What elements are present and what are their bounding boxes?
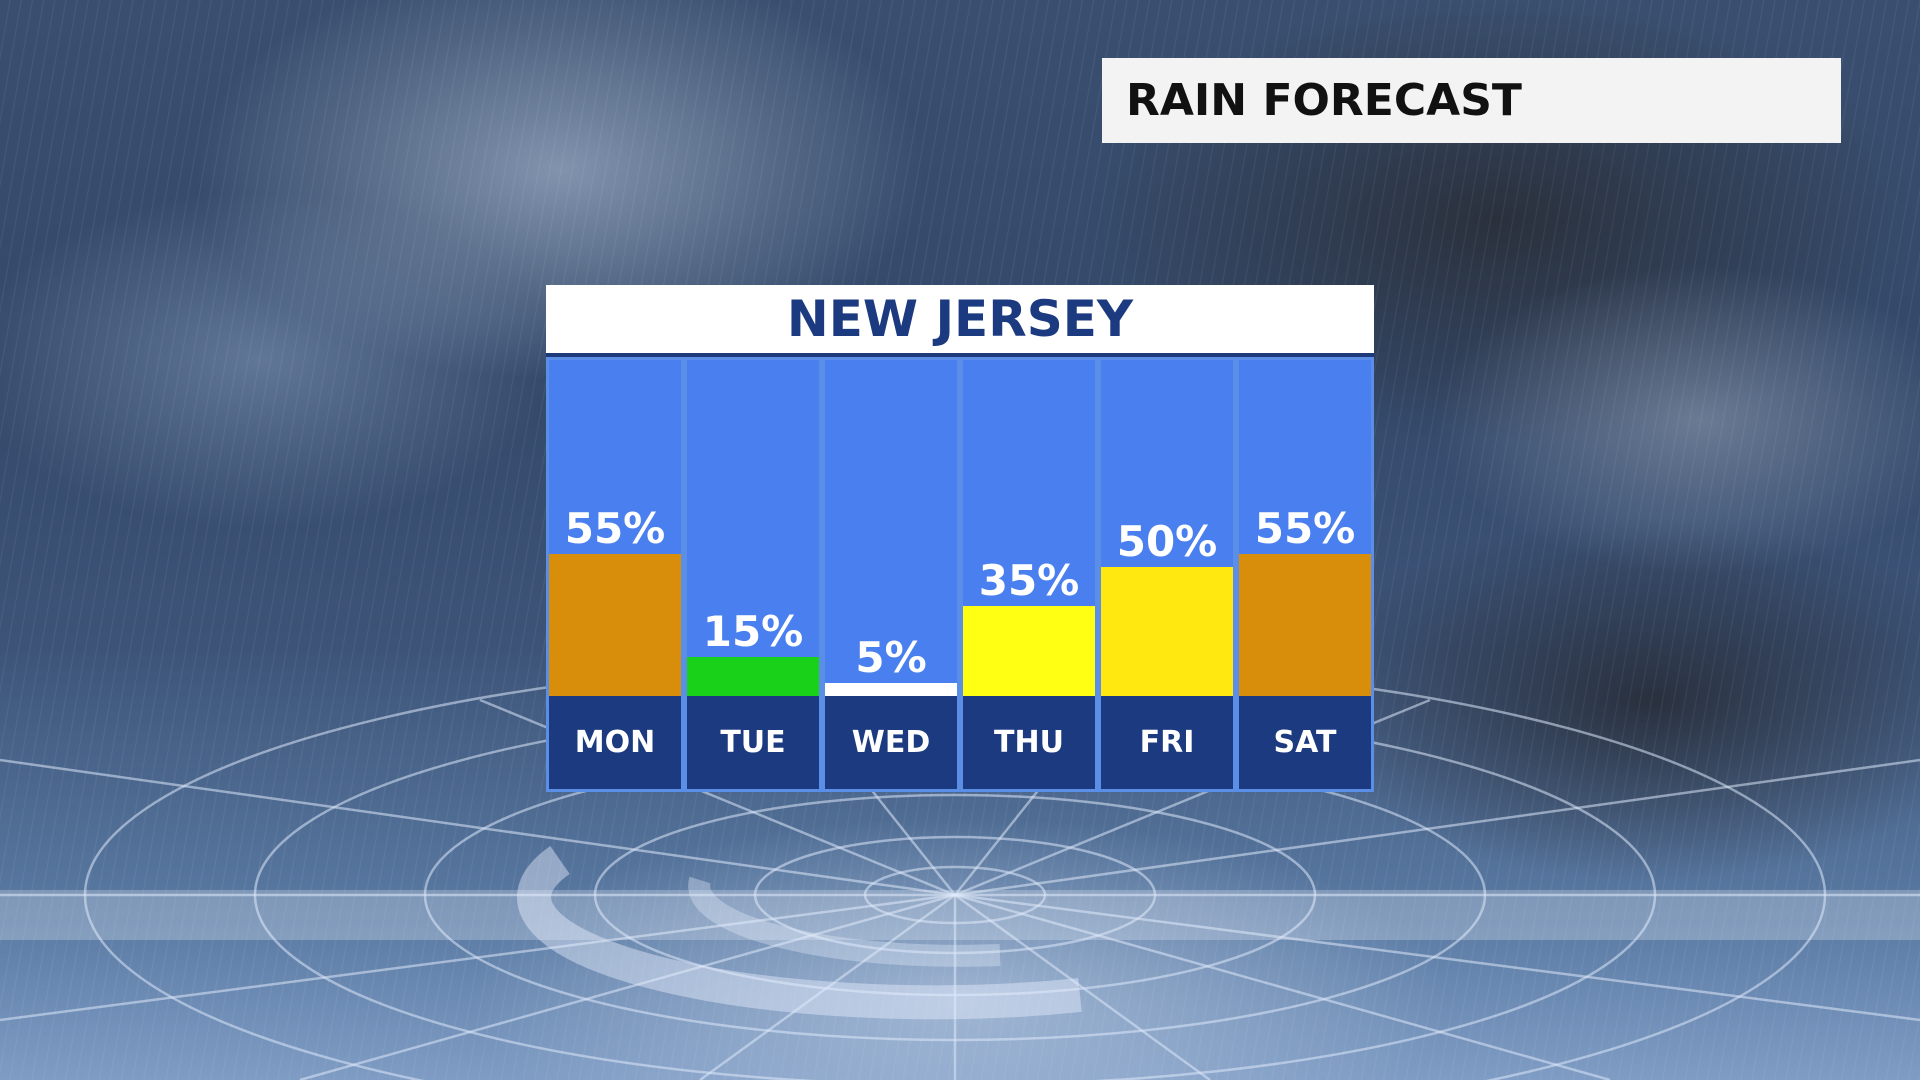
column-mon: 55% MON [546,357,684,792]
rain-forecast-title-box: RAIN FORECAST [1102,58,1841,143]
column-wed: 5% WED [822,357,960,792]
day-cell-thu: THU [963,696,1095,789]
day-label: TUE [720,725,786,760]
day-label: THU [994,725,1064,760]
bar-wed [825,683,957,696]
day-cell-fri: FRI [1101,696,1233,789]
column-thu: 35% THU [960,357,1098,792]
bar-tue [687,657,819,696]
column-background [687,360,819,696]
value-label-fri: 50% [1116,517,1218,566]
bar-chart: 55% MON 15% TUE 5% WED 35% THU 50% FRI 55% SAT [546,357,1374,792]
column-background [825,360,957,696]
day-label: WED [851,725,931,760]
column-tue: 15% TUE [684,357,822,792]
value-label-wed: 5% [855,633,927,682]
column-sat: 55% SAT [1236,357,1374,792]
column-fri: 50% FRI [1098,357,1236,792]
value-label-thu: 35% [978,556,1080,605]
bar-thu [963,606,1095,696]
value-label-sat: 55% [1254,504,1356,553]
day-cell-tue: TUE [687,696,819,789]
bar-mon [549,554,681,696]
forecast-panel: NEW JERSEY 55% MON 15% TUE 5% WED 35% THU 50% FRI… [546,285,1374,792]
day-label: FRI [1139,725,1195,760]
day-label: SAT [1273,725,1337,760]
day-cell-wed: WED [825,696,957,789]
bar-sat [1239,554,1371,696]
region-title: NEW JERSEY [786,290,1134,348]
value-label-mon: 55% [564,504,666,553]
day-cell-sat: SAT [1239,696,1371,789]
day-label: MON [574,725,656,760]
region-header: NEW JERSEY [546,285,1374,357]
bar-fri [1101,567,1233,696]
page-title: RAIN FORECAST [1126,75,1522,126]
day-cell-mon: MON [549,696,681,789]
value-label-tue: 15% [702,607,804,656]
